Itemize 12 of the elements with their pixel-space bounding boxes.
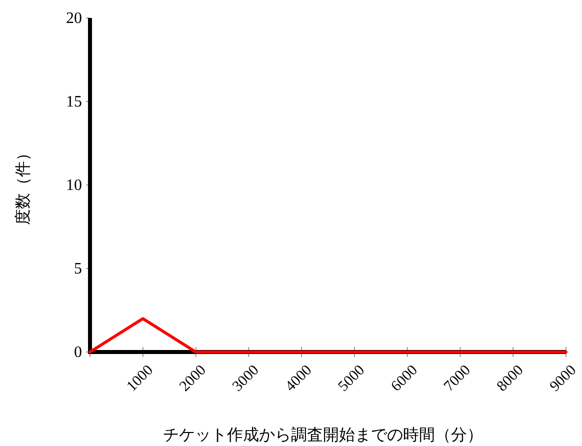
y-axis-title: 度数（件） [14, 145, 32, 225]
y-tick-label: 0 [74, 344, 82, 361]
y-tick-label: 15 [66, 94, 82, 110]
x-tick-label: 8000 [494, 362, 527, 395]
y-tick-label: 5 [74, 260, 82, 278]
x-tick-label: 6000 [388, 362, 421, 395]
y-tick-label: 10 [66, 177, 82, 194]
y-tick-label: 20 [66, 10, 82, 27]
x-tick-label: 1000 [124, 362, 156, 395]
x-tick-label: 7000 [441, 362, 474, 395]
x-axis-title: チケット作成から調査開始までの時間（分） [163, 426, 483, 444]
x-tick-label: 4000 [282, 362, 316, 395]
